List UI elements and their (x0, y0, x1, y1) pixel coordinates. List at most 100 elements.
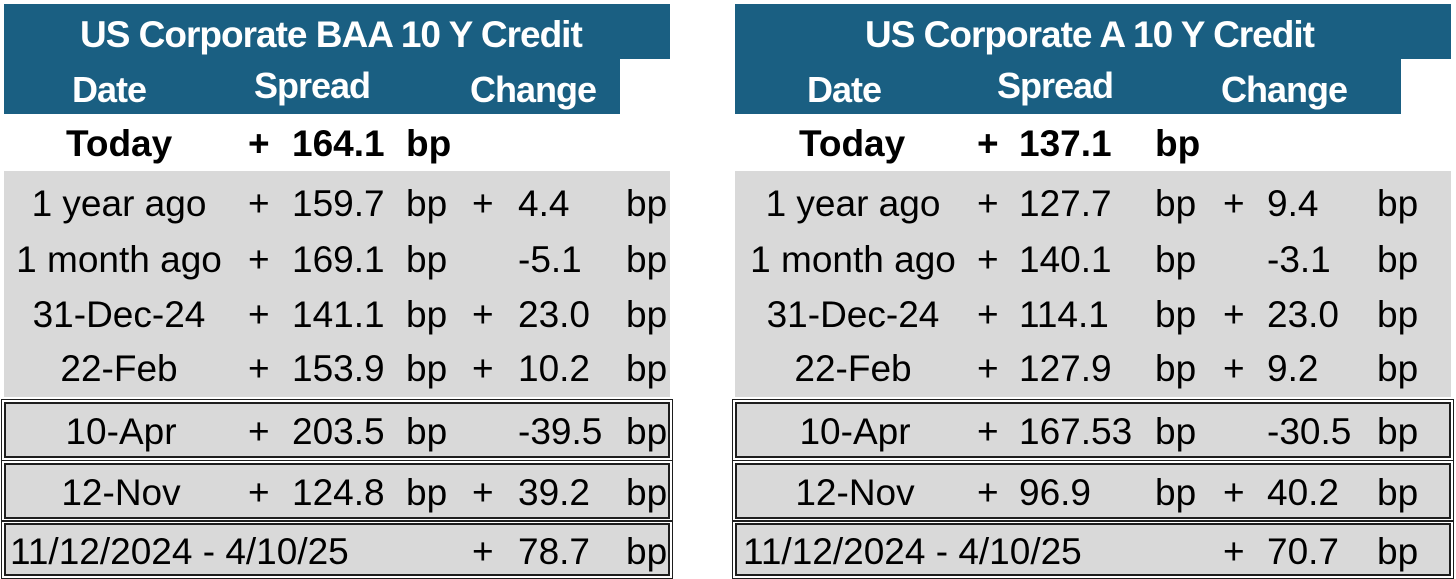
date-column-header: Date (72, 69, 147, 110)
row-label: 22-Feb (60, 348, 178, 389)
spread-unit: bp (1155, 123, 1201, 164)
table-title: US Corporate BAA 10 Y Credit (80, 14, 583, 55)
row-label: 31-Dec-24 (766, 294, 940, 335)
change-sign: + (1223, 183, 1245, 224)
row-label: 31-Dec-24 (32, 294, 206, 335)
spread-column-header: Spread (254, 65, 371, 106)
change-value: 23.0 (1267, 294, 1340, 335)
spread-value: 169.1 (292, 239, 385, 280)
row-label: 10-Apr (799, 411, 911, 452)
spread-unit: bp (1155, 183, 1197, 224)
spread-sign: + (977, 294, 999, 335)
spread-value: 96.9 (1019, 472, 1092, 513)
change-column-header: Change (470, 69, 597, 110)
spread-unit: bp (406, 294, 448, 335)
change-sign: + (472, 531, 494, 572)
change-sign: + (1223, 348, 1245, 389)
change-value: -3.1 (1267, 239, 1331, 280)
row-label: 1 month ago (16, 239, 222, 280)
change-value: 9.2 (1267, 348, 1319, 389)
spread-unit: bp (1155, 348, 1197, 389)
today-row: Today + 137.1 bp (735, 117, 1451, 171)
table-header: US Corporate A 10 Y Credit Date Spread C… (735, 4, 1451, 114)
table-row: 22-Feb + 127.9 bp + 9.2 bp (735, 341, 1451, 397)
change-unit: bp (1377, 183, 1419, 224)
change-value: 40.2 (1267, 472, 1340, 513)
spread-unit: bp (406, 411, 448, 452)
row-label: Today (66, 123, 173, 164)
change-unit: bp (626, 239, 668, 280)
header-blank-cell (1401, 59, 1451, 114)
spread-value: 137.1 (1019, 123, 1112, 164)
change-sign: + (472, 348, 494, 389)
table-row: 12-Nov + 96.9 bp + 40.2 bp (732, 460, 1454, 522)
change-sign: + (1223, 531, 1245, 572)
spread-value: 203.5 (292, 411, 385, 452)
table-row: 10-Apr + 203.5 bp -39.5 bp (1, 399, 673, 461)
spread-value: 141.1 (292, 294, 385, 335)
row-label: 1 month ago (750, 239, 956, 280)
spread-value: 153.9 (292, 348, 385, 389)
spread-sign: + (248, 411, 270, 452)
spread-unit: bp (1155, 239, 1197, 280)
change-unit: bp (626, 472, 668, 513)
table-header: US Corporate BAA 10 Y Credit Date Spread… (4, 4, 670, 114)
spread-value: 114.1 (1019, 294, 1109, 335)
row-label: 22-Feb (794, 348, 912, 389)
spread-value: 127.7 (1019, 183, 1112, 224)
range-row: 11/12/2024 - 4/10/25 + 78.7 bp (1, 520, 673, 579)
a-credit-table: US Corporate A 10 Y Credit Date Spread C… (732, 4, 1454, 579)
change-unit: bp (626, 348, 668, 389)
change-sign: + (1223, 294, 1245, 335)
change-unit: bp (626, 531, 668, 572)
table-title: US Corporate A 10 Y Credit (865, 14, 1315, 55)
change-unit: bp (1377, 411, 1419, 452)
spread-unit: bp (1155, 472, 1197, 513)
change-value: -39.5 (518, 411, 603, 452)
spread-sign: + (248, 183, 270, 224)
change-unit: bp (1377, 348, 1419, 389)
table-row: 22-Feb + 153.9 bp + 10.2 bp (4, 341, 670, 397)
row-label: 11/12/2024 - 4/10/25 (743, 531, 1082, 572)
history-block (735, 171, 1451, 397)
change-value: 23.0 (518, 294, 591, 335)
table-row: 31-Dec-24 + 114.1 bp + 23.0 bp (735, 287, 1451, 343)
date-column-header: Date (807, 69, 882, 110)
change-unit: bp (1377, 472, 1419, 513)
spread-value: 127.9 (1019, 348, 1112, 389)
change-column-header: Change (1221, 69, 1348, 110)
row-label: 11/12/2024 - 4/10/25 (10, 531, 349, 572)
change-value: -30.5 (1267, 411, 1352, 452)
spread-value: 167.53 (1019, 411, 1133, 452)
row-label: 12-Nov (61, 472, 181, 513)
row-label: Today (799, 123, 906, 164)
table-row: 1 month ago + 140.1 bp -3.1 bp (735, 232, 1451, 288)
spread-unit: bp (406, 239, 448, 280)
table-row: 1 month ago + 169.1 bp -5.1 bp (4, 232, 670, 288)
change-value: 78.7 (518, 531, 591, 572)
spread-sign: + (248, 348, 270, 389)
header-blank-cell (620, 59, 670, 114)
change-sign: + (472, 472, 494, 513)
table-row: 31-Dec-24 + 141.1 bp + 23.0 bp (4, 287, 670, 343)
row-label: 10-Apr (65, 411, 177, 452)
spread-sign: + (248, 239, 270, 280)
row-label: 12-Nov (795, 472, 915, 513)
spread-sign: + (977, 411, 999, 452)
change-sign: + (472, 294, 494, 335)
spread-unit: bp (406, 123, 452, 164)
change-unit: bp (1377, 531, 1419, 572)
baa-credit-table: US Corporate BAA 10 Y Credit Date Spread… (1, 4, 673, 579)
spread-sign: + (248, 472, 270, 513)
spread-sign: + (248, 123, 270, 164)
today-row: Today + 164.1 bp (4, 117, 670, 171)
spread-unit: bp (406, 183, 448, 224)
change-unit: bp (1377, 239, 1419, 280)
spread-value: 140.1 (1019, 239, 1112, 280)
range-row: 11/12/2024 - 4/10/25 + 70.7 bp (732, 520, 1454, 579)
row-label: 1 year ago (31, 183, 207, 224)
spread-sign: + (977, 123, 999, 164)
spread-unit: bp (1155, 411, 1197, 452)
spread-sign: + (977, 183, 999, 224)
table-row: 1 year ago + 159.7 bp + 4.4 bp (4, 176, 670, 232)
